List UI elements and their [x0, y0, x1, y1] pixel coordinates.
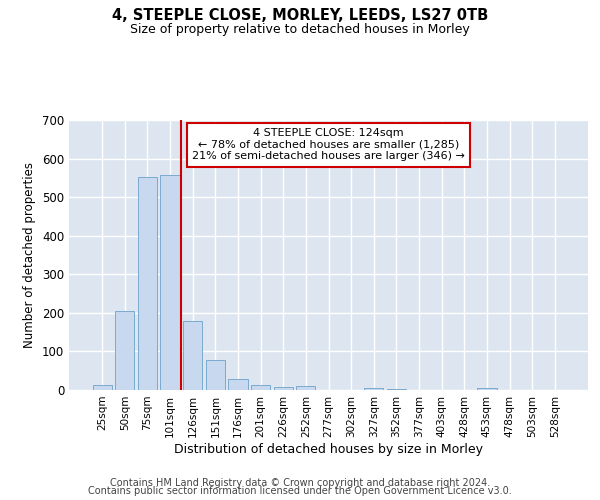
- Text: Contains public sector information licensed under the Open Government Licence v3: Contains public sector information licen…: [88, 486, 512, 496]
- Bar: [160, 175, 180, 390]
- Bar: [296, 386, 316, 390]
- Bar: [274, 387, 293, 390]
- Bar: [364, 388, 383, 390]
- Bar: [206, 360, 225, 390]
- Bar: [387, 389, 406, 390]
- X-axis label: Distribution of detached houses by size in Morley: Distribution of detached houses by size …: [174, 442, 483, 456]
- Bar: [183, 322, 202, 390]
- Bar: [138, 176, 157, 390]
- Bar: [477, 388, 497, 390]
- Text: Size of property relative to detached houses in Morley: Size of property relative to detached ho…: [130, 22, 470, 36]
- Text: 4 STEEPLE CLOSE: 124sqm
← 78% of detached houses are smaller (1,285)
21% of semi: 4 STEEPLE CLOSE: 124sqm ← 78% of detache…: [192, 128, 465, 162]
- Text: 4, STEEPLE CLOSE, MORLEY, LEEDS, LS27 0TB: 4, STEEPLE CLOSE, MORLEY, LEEDS, LS27 0T…: [112, 8, 488, 22]
- Bar: [115, 311, 134, 390]
- Bar: [92, 386, 112, 390]
- Bar: [229, 379, 248, 390]
- Bar: [251, 386, 270, 390]
- Text: Contains HM Land Registry data © Crown copyright and database right 2024.: Contains HM Land Registry data © Crown c…: [110, 478, 490, 488]
- Y-axis label: Number of detached properties: Number of detached properties: [23, 162, 37, 348]
